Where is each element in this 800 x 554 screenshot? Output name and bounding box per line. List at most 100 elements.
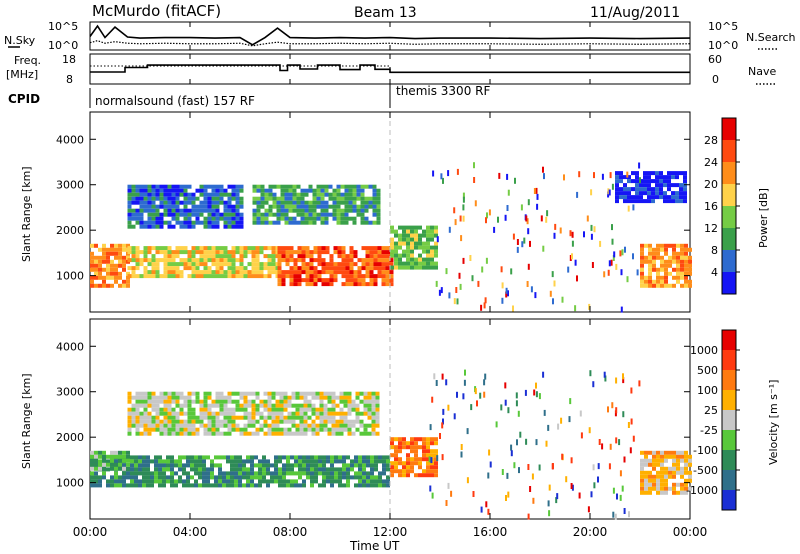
data-cell — [319, 427, 324, 432]
data-cell — [298, 459, 302, 464]
colorbar-segment — [722, 410, 736, 430]
data-cell — [231, 411, 236, 416]
data-cell — [183, 216, 188, 221]
data-cell — [675, 183, 679, 188]
data-cell — [276, 212, 281, 217]
data-cell — [182, 455, 186, 460]
data-cell — [155, 427, 160, 432]
data-cell — [147, 258, 152, 263]
data-cell — [147, 250, 152, 255]
data-cell — [239, 246, 244, 251]
data-cell — [533, 389, 536, 396]
data-cell — [207, 254, 212, 259]
data-cell — [143, 274, 148, 279]
data-cell — [138, 471, 142, 476]
data-cell — [299, 395, 304, 400]
data-cell — [340, 220, 345, 225]
data-cell — [366, 483, 370, 488]
data-cell — [295, 391, 300, 396]
data-cell — [305, 262, 310, 267]
data-cell — [191, 431, 196, 436]
data-cell — [369, 270, 374, 275]
data-cell — [553, 232, 556, 239]
data-cell — [191, 407, 196, 412]
data-cell — [422, 449, 426, 454]
data-cell — [288, 188, 293, 193]
data-cell — [247, 403, 252, 408]
data-cell — [211, 427, 216, 432]
data-cell — [349, 250, 354, 255]
data-cell — [660, 263, 664, 268]
data-cell — [672, 482, 676, 487]
data-cell — [131, 270, 136, 275]
data-cell — [263, 415, 268, 420]
data-cell — [227, 399, 232, 404]
data-cell — [644, 478, 648, 483]
data-cell — [612, 255, 615, 261]
data-cell — [195, 212, 200, 217]
data-cell — [202, 459, 206, 464]
data-cell — [255, 258, 260, 263]
data-cell — [158, 483, 162, 488]
data-cell — [345, 258, 350, 263]
data-cell — [648, 478, 652, 483]
data-cell — [289, 246, 294, 251]
data-cell — [170, 483, 174, 488]
data-cell — [635, 179, 639, 184]
data-cell — [426, 261, 430, 266]
data-cell — [434, 473, 438, 478]
data-cell — [114, 263, 118, 268]
data-cell — [372, 212, 377, 217]
data-cell — [324, 188, 329, 193]
data-cell — [134, 463, 138, 468]
data-cell — [339, 395, 344, 400]
data-cell — [186, 483, 190, 488]
data-cell — [179, 208, 184, 213]
data-cell — [267, 270, 272, 275]
data-cell — [175, 391, 180, 396]
data-cell — [410, 225, 414, 230]
data-cell — [369, 250, 374, 255]
data-cell — [366, 463, 370, 468]
data-cell — [680, 243, 684, 248]
data-cell — [664, 247, 668, 252]
data-cell — [122, 475, 126, 480]
data-cell — [655, 195, 659, 200]
colorbar-segment — [722, 162, 736, 184]
data-cell — [155, 407, 160, 412]
data-cell — [198, 455, 202, 460]
data-cell — [426, 253, 430, 258]
data-cell — [365, 266, 370, 271]
data-cell — [371, 391, 376, 396]
data-cell — [377, 274, 382, 279]
data-cell — [158, 455, 162, 460]
data-cell — [394, 253, 398, 258]
data-cell — [302, 463, 306, 468]
data-cell — [329, 278, 334, 283]
cpid-segment-1: normalsound (fast) 157 RF — [95, 94, 255, 108]
data-cell — [267, 403, 272, 408]
data-cell — [90, 479, 94, 484]
data-cell — [151, 407, 156, 412]
data-cell — [679, 199, 683, 204]
data-cell — [255, 250, 260, 255]
data-cell — [363, 407, 368, 412]
data-cell — [219, 196, 224, 201]
data-cell — [389, 274, 394, 279]
data-cell — [231, 246, 236, 251]
data-cell — [289, 278, 294, 283]
data-cell — [394, 245, 398, 250]
data-cell — [239, 224, 244, 229]
data-cell — [389, 270, 394, 275]
data-cell — [643, 191, 647, 196]
data-cell — [255, 262, 260, 267]
data-cell — [215, 274, 220, 279]
data-cell — [283, 407, 288, 412]
data-cell — [331, 415, 336, 420]
data-cell — [182, 463, 186, 468]
data-cell — [314, 467, 318, 472]
data-cell — [135, 216, 140, 221]
data-cell — [507, 189, 510, 196]
data-cell — [260, 220, 265, 225]
data-cell — [374, 459, 378, 464]
